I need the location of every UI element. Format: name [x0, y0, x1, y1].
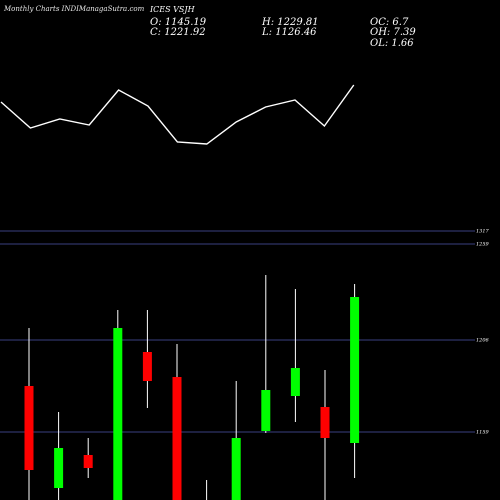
candle-body-10	[320, 407, 330, 438]
indicator-line	[0, 84, 355, 145]
candle-body-2	[83, 455, 93, 468]
close-value: C: 1221.92	[150, 27, 206, 38]
brand-label: Monthly Charts INDIManagaSutra.com	[4, 5, 145, 13]
candle-body-4	[142, 352, 152, 381]
candles	[24, 275, 360, 500]
ol-value: OL: 1.66	[370, 38, 414, 49]
price-label-3: 1159	[476, 430, 490, 436]
candle-body-11	[350, 297, 360, 443]
price-label-1: 1259	[476, 242, 490, 248]
oh-value: OH: 7.39	[370, 27, 416, 38]
price-label-0: 1317	[476, 229, 490, 235]
candle-body-9	[290, 368, 300, 396]
candle-body-8	[261, 390, 271, 431]
candle-body-5	[172, 377, 182, 500]
candle-body-7	[231, 438, 241, 500]
indicator-polyline	[0, 84, 355, 145]
open-value: O: 1145.19	[150, 17, 207, 28]
high-value: H: 1229.81	[262, 17, 319, 28]
low-value: L: 1126.46	[262, 27, 317, 38]
price-grid: 1317 1259 1206 1159	[0, 229, 490, 436]
candle-body-1	[54, 448, 64, 488]
candle-body-0	[24, 386, 34, 470]
symbol-label: ICES VSJH	[150, 5, 195, 14]
candle-body-3	[113, 328, 123, 500]
oc-value: OC: 6.7	[370, 17, 409, 28]
price-label-2: 1206	[476, 338, 490, 344]
